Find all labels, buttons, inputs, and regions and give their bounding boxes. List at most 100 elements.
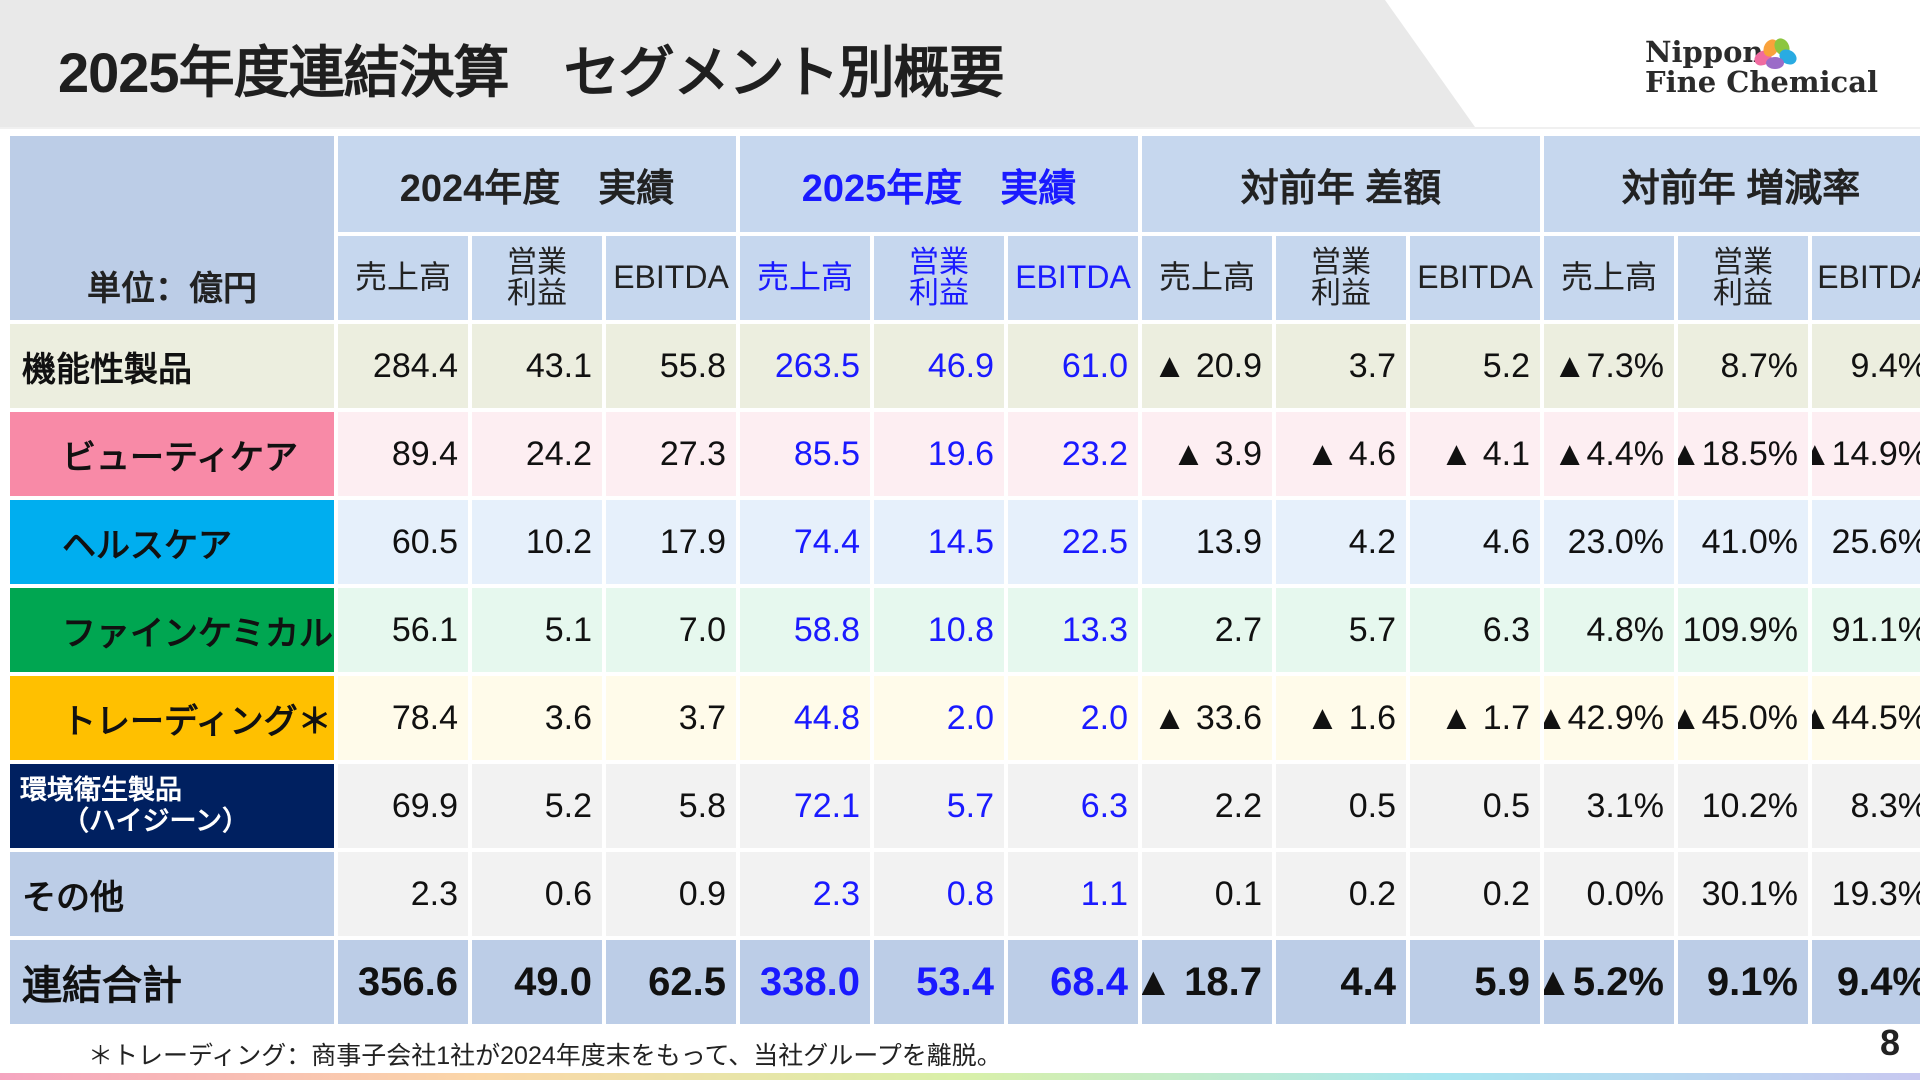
table-cell: 46.9 bbox=[874, 324, 1004, 408]
row-label-2: ヘルスケア bbox=[10, 500, 334, 584]
table-cell: ▲14.9% bbox=[1812, 412, 1920, 496]
table-cell: ▲ 4.6 bbox=[1276, 412, 1406, 496]
table-cell: 91.1% bbox=[1812, 588, 1920, 672]
row-label-4: トレーディング＊ bbox=[10, 676, 334, 760]
table-cell: 3.7 bbox=[606, 676, 736, 760]
header-title-background bbox=[0, 0, 1475, 127]
table-cell: 69.9 bbox=[338, 764, 468, 848]
unit-label: 単位：億円 bbox=[10, 136, 334, 320]
table-cell: 13.9 bbox=[1142, 500, 1272, 584]
table-cell: 5.7 bbox=[874, 764, 1004, 848]
subheader-diff-sales: 売上高 bbox=[1142, 236, 1272, 320]
table-cell: 25.6% bbox=[1812, 500, 1920, 584]
table-cell: 30.1% bbox=[1678, 852, 1808, 936]
table-cell: 263.5 bbox=[740, 324, 870, 408]
page-title: 2025年度連結決算 セグメント別概要 bbox=[58, 41, 1005, 104]
subheader-rate-ebitda: EBITDA bbox=[1812, 236, 1920, 320]
table-cell: ▲7.3% bbox=[1544, 324, 1674, 408]
table-cell: 62.5 bbox=[606, 940, 736, 1024]
company-logo: Nippon Fine Chemical bbox=[1645, 34, 1878, 104]
table-cell: 55.8 bbox=[606, 324, 736, 408]
table-cell: 5.2 bbox=[472, 764, 602, 848]
table-cell: 13.3 bbox=[1008, 588, 1138, 672]
logo-line-2: Fine Chemical bbox=[1645, 65, 1879, 99]
table-cell: 0.5 bbox=[1410, 764, 1540, 848]
table-cell: 356.6 bbox=[338, 940, 468, 1024]
row-label-5: 環境衛生製品 （ハイジーン） bbox=[10, 764, 334, 848]
table-cell: 10.8 bbox=[874, 588, 1004, 672]
table-cell: 5.9 bbox=[1410, 940, 1540, 1024]
table-cell: 72.1 bbox=[740, 764, 870, 848]
table-cell: 2.0 bbox=[874, 676, 1004, 760]
table-cell: 19.6 bbox=[874, 412, 1004, 496]
table-cell: 60.5 bbox=[338, 500, 468, 584]
subheader-2025-operating-profit: 営業 利益 bbox=[874, 236, 1004, 320]
table-cell: 338.0 bbox=[740, 940, 870, 1024]
table-cell: 2.7 bbox=[1142, 588, 1272, 672]
table-cell: 3.1% bbox=[1544, 764, 1674, 848]
table-cell: ▲42.9% bbox=[1544, 676, 1674, 760]
group-header-2025: 2025年度 実績 bbox=[740, 136, 1138, 232]
table-cell: 9.1% bbox=[1678, 940, 1808, 1024]
table-cell: 56.1 bbox=[338, 588, 468, 672]
segment-summary-table: 単位：億円 2024年度 実績 2025年度 実績 対前年 差額 対前年 増減率… bbox=[10, 136, 1920, 1024]
table-cell: 0.2 bbox=[1410, 852, 1540, 936]
subheader-rate-operating-profit: 営業 利益 bbox=[1678, 236, 1808, 320]
table-cell: 0.2 bbox=[1276, 852, 1406, 936]
table-cell: 58.8 bbox=[740, 588, 870, 672]
table-cell: 9.4% bbox=[1812, 324, 1920, 408]
row-label-3: ファインケミカル bbox=[10, 588, 334, 672]
table-cell: 4.6 bbox=[1410, 500, 1540, 584]
table-cell: ▲ 1.7 bbox=[1410, 676, 1540, 760]
table-cell: 22.5 bbox=[1008, 500, 1138, 584]
table-cell: 8.3% bbox=[1812, 764, 1920, 848]
table-cell: 89.4 bbox=[338, 412, 468, 496]
table-cell: 5.2 bbox=[1410, 324, 1540, 408]
table-cell: 68.4 bbox=[1008, 940, 1138, 1024]
table-cell: 0.0% bbox=[1544, 852, 1674, 936]
table-cell: 78.4 bbox=[338, 676, 468, 760]
table-cell: ▲4.4% bbox=[1544, 412, 1674, 496]
subheader-2025-sales: 売上高 bbox=[740, 236, 870, 320]
table-cell: 10.2% bbox=[1678, 764, 1808, 848]
table-cell: ▲5.2% bbox=[1544, 940, 1674, 1024]
table-cell: 6.3 bbox=[1008, 764, 1138, 848]
table-cell: 85.5 bbox=[740, 412, 870, 496]
table-cell: 7.0 bbox=[606, 588, 736, 672]
table-cell: ▲ 20.9 bbox=[1142, 324, 1272, 408]
table-cell: 5.8 bbox=[606, 764, 736, 848]
subheader-2024-ebitda: EBITDA bbox=[606, 236, 736, 320]
subheader-diff-operating-profit: 営業 利益 bbox=[1276, 236, 1406, 320]
table-cell: ▲ 18.7 bbox=[1142, 940, 1272, 1024]
table-cell: 2.3 bbox=[740, 852, 870, 936]
table-cell: 0.6 bbox=[472, 852, 602, 936]
table-cell: 43.1 bbox=[472, 324, 602, 408]
row-label-7: 連結合計 bbox=[10, 940, 334, 1024]
table-cell: 284.4 bbox=[338, 324, 468, 408]
table-cell: ▲44.5% bbox=[1812, 676, 1920, 760]
subheader-2025-ebitda: EBITDA bbox=[1008, 236, 1138, 320]
row-label-0: 機能性製品 bbox=[10, 324, 334, 408]
table-cell: 9.4% bbox=[1812, 940, 1920, 1024]
subheader-2024-sales: 売上高 bbox=[338, 236, 468, 320]
table-cell: 10.2 bbox=[472, 500, 602, 584]
table-cell: 4.2 bbox=[1276, 500, 1406, 584]
page-number: 8 bbox=[1880, 1022, 1901, 1063]
table-cell: 0.9 bbox=[606, 852, 736, 936]
table-cell: ▲ 33.6 bbox=[1142, 676, 1272, 760]
subheader-2024-operating-profit: 営業 利益 bbox=[472, 236, 602, 320]
subheader-rate-sales: 売上高 bbox=[1544, 236, 1674, 320]
table-cell: 41.0% bbox=[1678, 500, 1808, 584]
table-cell: 8.7% bbox=[1678, 324, 1808, 408]
logo-line-1: Nippon bbox=[1645, 35, 1764, 69]
table-cell: ▲ 3.9 bbox=[1142, 412, 1272, 496]
table-cell: 44.8 bbox=[740, 676, 870, 760]
table-cell: 4.4 bbox=[1276, 940, 1406, 1024]
table-cell: 5.7 bbox=[1276, 588, 1406, 672]
table-cell: 1.1 bbox=[1008, 852, 1138, 936]
group-header-difference: 対前年 差額 bbox=[1142, 136, 1540, 232]
table-cell: 19.3% bbox=[1812, 852, 1920, 936]
table-cell: 0.8 bbox=[874, 852, 1004, 936]
table-cell: 49.0 bbox=[472, 940, 602, 1024]
group-header-2024: 2024年度 実績 bbox=[338, 136, 736, 232]
